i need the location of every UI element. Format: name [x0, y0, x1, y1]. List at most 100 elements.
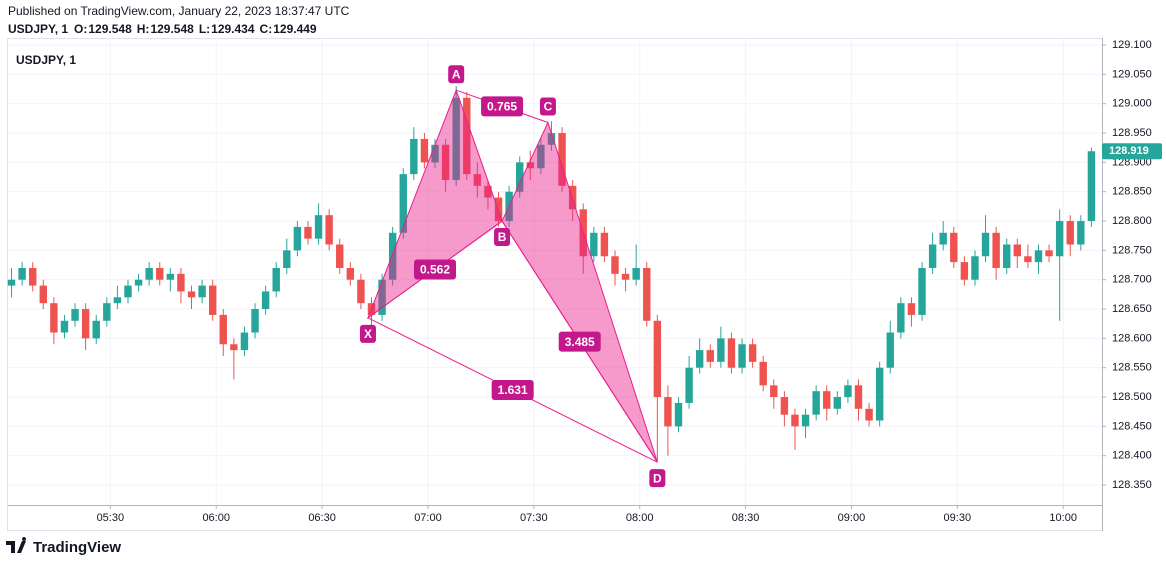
candle-body: [621, 273, 630, 280]
point-label: B: [498, 230, 507, 244]
point-box: [649, 469, 666, 488]
point-label: C: [544, 100, 553, 114]
ohlc-value: 129.434: [211, 22, 255, 36]
candle-body: [791, 414, 799, 427]
candle-body: [325, 215, 333, 245]
candle-body: [516, 162, 524, 192]
candle-body: [685, 367, 693, 403]
ratio-label: 0.562: [420, 263, 450, 277]
candle-body: [1003, 244, 1011, 268]
point-box: [359, 324, 376, 343]
candle-body: [907, 303, 916, 315]
x-tick-label: 06:00: [202, 512, 230, 524]
candle-body: [1066, 221, 1074, 245]
y-tick-label: 128.550: [1112, 362, 1152, 374]
candle-body: [50, 303, 58, 333]
candle-body: [484, 185, 492, 198]
candle-body: [759, 361, 767, 386]
y-tick-label: 128.800: [1112, 215, 1152, 227]
candle-body: [103, 303, 111, 321]
candle-body: [441, 144, 450, 180]
candle-body: [251, 309, 259, 333]
y-tick-label: 128.450: [1112, 420, 1152, 432]
candle-body: [833, 397, 842, 409]
candle-body: [950, 232, 958, 263]
candle-body: [537, 144, 545, 169]
candle-body: [293, 226, 302, 251]
ohlc-label: H:: [137, 22, 150, 36]
x-tick-label: 05:30: [97, 512, 125, 524]
y-tick-label: 128.850: [1112, 186, 1152, 198]
candle-body: [124, 285, 132, 298]
candle-body: [600, 232, 609, 257]
candle-body: [81, 309, 90, 339]
candle-body: [145, 267, 153, 280]
x-tick-label: 09:30: [944, 512, 972, 524]
candle-body: [812, 391, 820, 415]
ratio-label: 0.765: [487, 100, 517, 114]
y-tick-label: 128.400: [1112, 450, 1152, 462]
candle-body: [526, 162, 535, 169]
candle-body: [452, 97, 460, 180]
pattern-area: [366, 88, 503, 320]
candle-body: [304, 226, 312, 239]
ratio-label: 1.631: [498, 383, 528, 397]
candle-body: [674, 402, 683, 427]
candle-body: [653, 320, 662, 398]
candle-body: [664, 397, 672, 427]
ratio-box: [558, 331, 601, 352]
candle-body: [156, 267, 164, 280]
candle-body: [283, 250, 291, 268]
symbol: USDJPY, 1: [8, 22, 68, 36]
candle-body: [939, 232, 947, 245]
ohlc-value: 129.449: [273, 22, 317, 36]
y-tick-label: 129.100: [1112, 39, 1152, 51]
candle-body: [208, 285, 217, 315]
candle-body: [547, 133, 556, 145]
candle-body: [431, 144, 439, 163]
ratio-box: [491, 380, 534, 401]
x-tick-label: 07:00: [414, 512, 442, 524]
candle-body: [558, 133, 566, 186]
point-label: X: [364, 327, 372, 341]
candle-body: [992, 232, 1000, 268]
x-tick-label: 08:00: [626, 512, 654, 524]
point-box: [539, 97, 556, 116]
point-box: [448, 65, 465, 84]
ohlc-value: 129.548: [88, 22, 132, 36]
x-tick-label: 08:30: [732, 512, 760, 524]
candle-body: [113, 297, 122, 304]
candle-body: [336, 244, 344, 268]
chart-title: USDJPY, 1: [16, 53, 76, 67]
published-note: Published on TradingView.com, January 22…: [8, 4, 350, 18]
candle-body: [261, 291, 270, 310]
candle-body: [770, 385, 778, 398]
candle-body: [823, 391, 831, 409]
candle-body: [272, 267, 280, 292]
candle-body: [240, 332, 249, 351]
y-tick-label: 129.050: [1112, 68, 1152, 80]
point-label: A: [452, 67, 461, 81]
candle-body: [928, 244, 937, 268]
candle-body: [1013, 244, 1022, 257]
y-tick-label: 128.650: [1112, 303, 1152, 315]
candle-body: [92, 320, 100, 339]
ohlc-value: 129.548: [150, 22, 194, 36]
candle-body: [166, 273, 175, 280]
candle-body: [187, 291, 196, 298]
ratio-box: [414, 259, 457, 280]
candle-body: [388, 232, 397, 280]
x-tick-label: 10:00: [1049, 512, 1077, 524]
candle-body: [886, 332, 894, 368]
candle-body: [494, 197, 503, 222]
candle-body: [1024, 256, 1032, 263]
ratio-label: 3.485: [565, 335, 595, 349]
y-tick-label: 128.750: [1112, 244, 1152, 256]
candle-body: [780, 397, 789, 415]
pattern-area: [501, 121, 658, 463]
candle-body: [717, 338, 725, 362]
candle-body: [854, 385, 863, 409]
candle-body: [1034, 250, 1043, 263]
candle-body: [219, 314, 227, 345]
